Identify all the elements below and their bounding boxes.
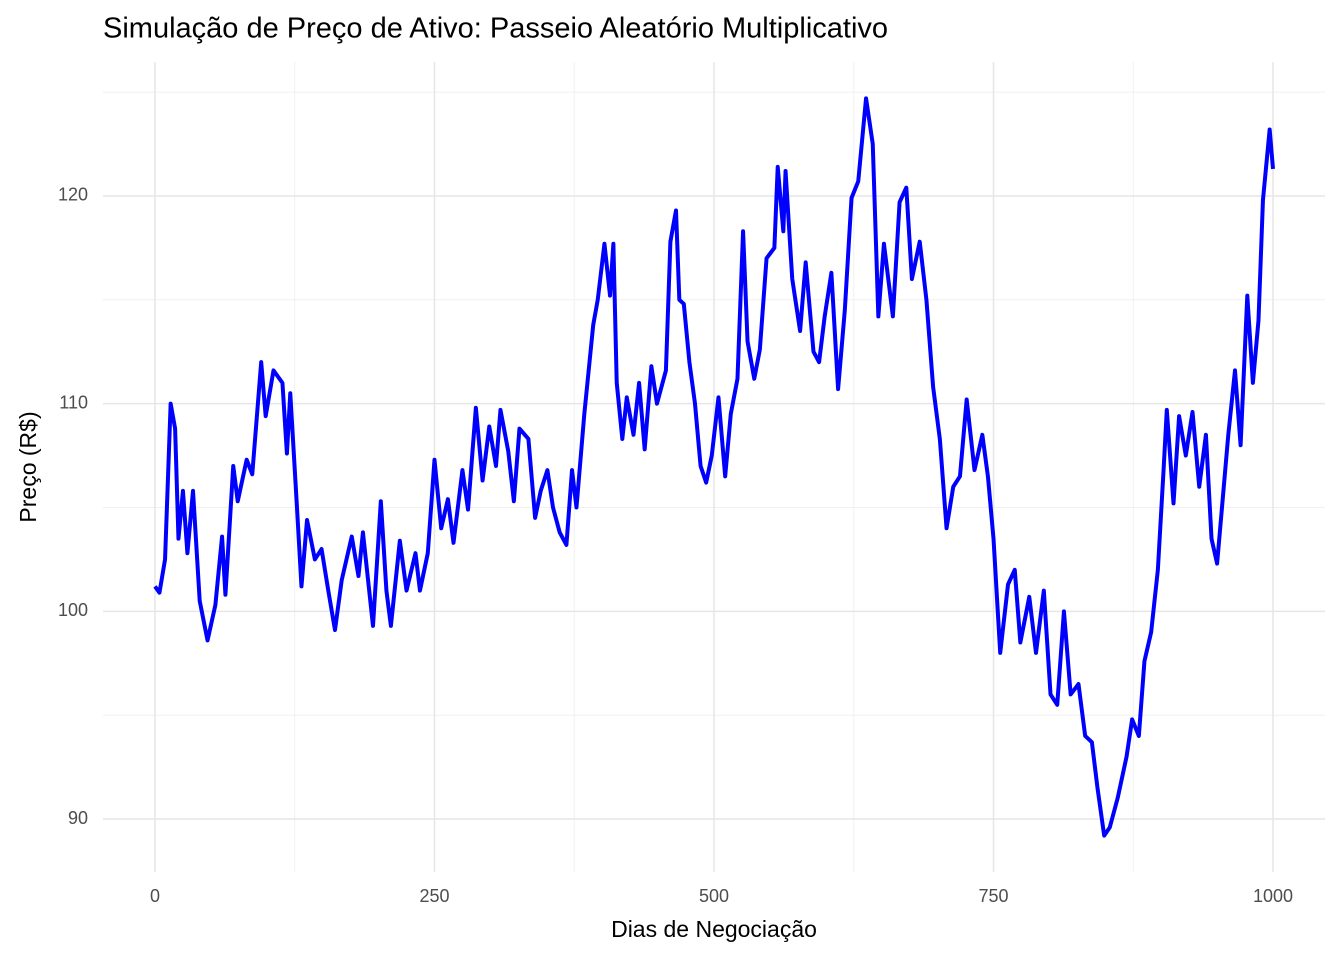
- x-tick-label: 750: [978, 886, 1008, 906]
- y-tick-label: 120: [58, 185, 88, 205]
- y-axis-label: Preço (R$): [15, 411, 41, 522]
- x-tick-label: 0: [150, 886, 160, 906]
- chart-title: Simulação de Preço de Ativo: Passeio Ale…: [103, 13, 888, 45]
- x-tick-label: 1000: [1253, 886, 1293, 906]
- price-line: [153, 96, 1276, 838]
- y-tick-label: 100: [58, 600, 88, 620]
- y-tick-label: 110: [59, 392, 88, 412]
- y-tick-label: 90: [68, 808, 88, 828]
- x-axis-label: Dias de Negociação: [611, 916, 817, 942]
- x-tick-label: 500: [699, 886, 729, 906]
- x-tick-label: 250: [419, 886, 449, 906]
